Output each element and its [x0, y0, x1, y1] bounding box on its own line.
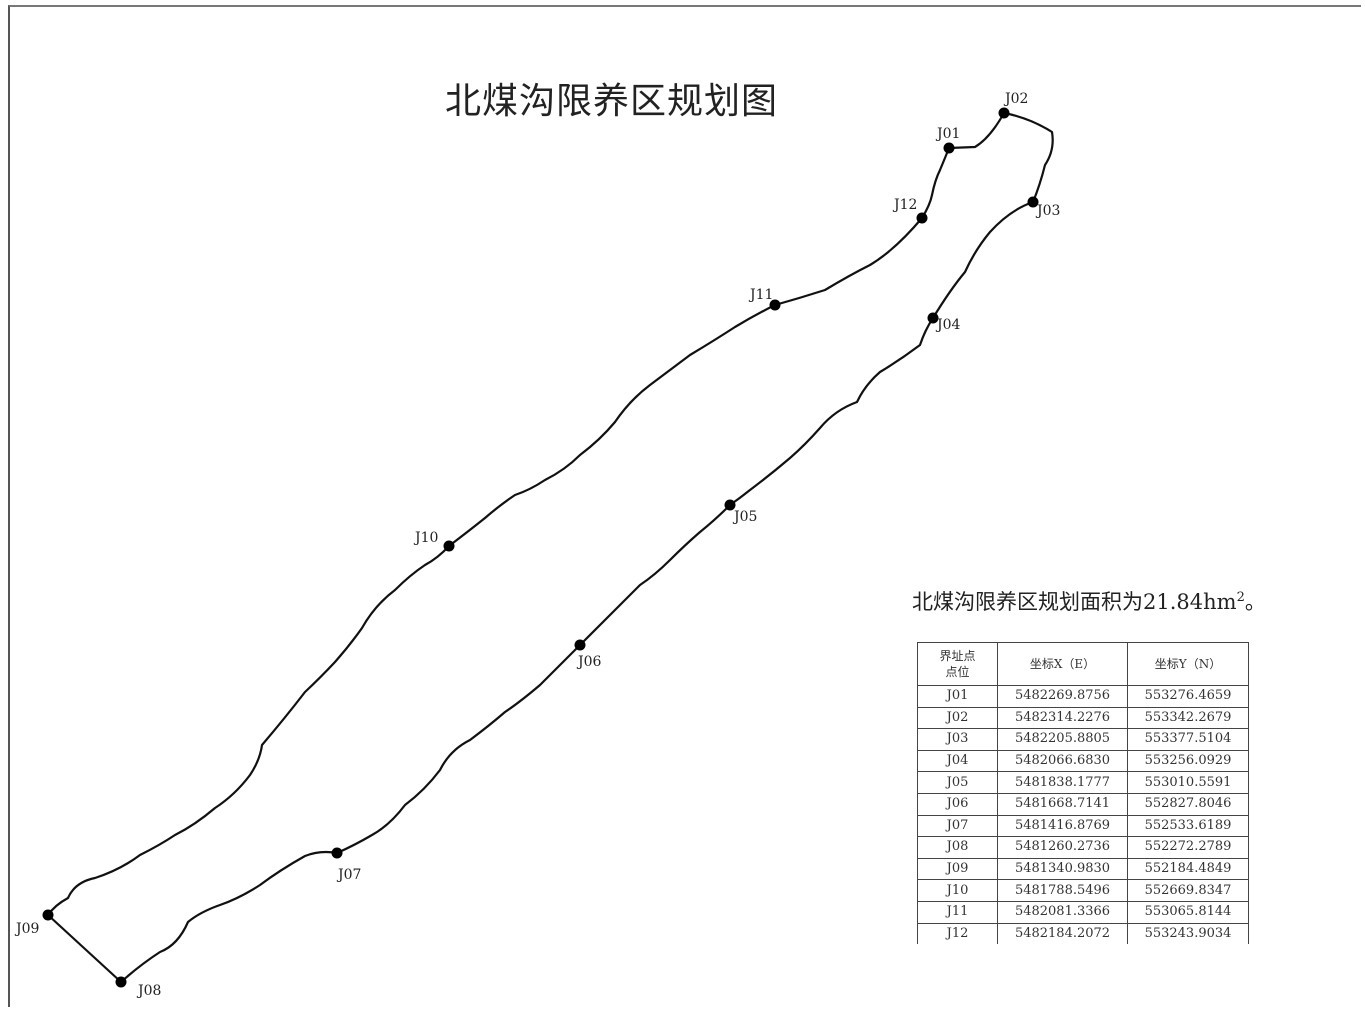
table-row: J10 5481788.5496 552669.8347 [917, 879, 1249, 902]
boundary-line [46, 111, 1054, 984]
header-point-line: 界址点 [939, 649, 976, 663]
cell-y: 552533.6189 [1127, 814, 1249, 838]
table-row: J08 5481260.2736 552272.2789 [917, 836, 1249, 859]
cell-point: J02 [917, 706, 998, 730]
cell-point: J05 [917, 771, 998, 794]
point-label-j04: J04 [935, 317, 961, 333]
cell-x: 5482081.3366 [997, 900, 1128, 924]
table-header-row: 界址点点位 坐标X（E） 坐标Y（N） [917, 642, 1249, 686]
cell-x: 5482205.8805 [997, 728, 1128, 751]
header-point-line: 点位 [945, 665, 970, 679]
cell-y: 553276.4659 [1127, 685, 1249, 708]
cell-point: J10 [917, 879, 998, 902]
cell-x: 5481416.8769 [997, 814, 1128, 838]
table-row: J05 5481838.1777 553010.5591 [917, 771, 1249, 794]
cell-y: 553243.9034 [1127, 922, 1249, 945]
cell-point: J08 [917, 836, 998, 859]
cell-point: J07 [917, 814, 998, 838]
cell-y: 552272.2789 [1127, 836, 1249, 859]
cell-point: J03 [917, 728, 998, 751]
cell-x: 5482314.2276 [997, 706, 1128, 730]
header-y: 坐标Y（N） [1127, 642, 1249, 686]
table-row: J09 5481340.9830 552184.4849 [917, 857, 1249, 881]
area-note-unit: m [1216, 590, 1237, 614]
boundary-point-j10 [443, 540, 455, 552]
cell-x: 5481788.5496 [997, 879, 1128, 902]
cell-x: 5482184.2072 [997, 922, 1128, 945]
table-row: J12 5482184.2072 553243.9034 [917, 922, 1249, 945]
table-row: J02 5482314.2276 553342.2679 [917, 706, 1249, 730]
point-label-j06: J06 [576, 654, 602, 670]
header-point: 界址点 点位 [917, 642, 998, 686]
boundary-point-j09 [42, 909, 54, 921]
table-row: J06 5481668.7141 552827.8046 [917, 792, 1249, 816]
boundary-point-j07 [331, 847, 343, 859]
point-label-j08: J08 [136, 983, 161, 999]
cell-y: 553256.0929 [1127, 749, 1249, 773]
area-note-end: 。 [1244, 590, 1266, 614]
area-note: 北煤沟限养区规划面积为21.84hm2。 [912, 586, 1266, 616]
cell-y: 553377.5104 [1127, 728, 1249, 751]
cell-x: 5481260.2736 [997, 836, 1128, 859]
area-note-text: 北煤沟限养区规划面积为21.84h [912, 590, 1217, 614]
cell-point: J12 [917, 922, 998, 945]
cell-y: 552827.8046 [1127, 792, 1249, 816]
point-label-j03: J03 [1035, 203, 1060, 219]
cell-point: J11 [917, 900, 998, 924]
boundary-point-j06 [574, 639, 586, 651]
point-label-j09: J09 [14, 921, 39, 937]
area-note-superscript: 2 [1236, 590, 1245, 605]
cell-x: 5481340.9830 [997, 857, 1128, 881]
header-x: 坐标X（E） [997, 642, 1128, 686]
boundary-points [42, 107, 1039, 988]
table-row: J03 5482205.8805 553377.5104 [917, 728, 1249, 751]
cell-point: J04 [917, 749, 998, 773]
map-title: 北煤沟限养区规划图 [445, 81, 779, 122]
cell-y: 552184.4849 [1127, 857, 1249, 881]
boundary-point-j03 [1027, 196, 1039, 208]
cell-x: 5482269.8756 [997, 685, 1128, 708]
point-label-j10: J10 [413, 530, 438, 546]
coordinate-table: 界址点点位 坐标X（E） 坐标Y（N） J01 5482269.8756 55327… [917, 642, 1249, 945]
table-row: J04 5482066.6830 553256.0929 [917, 749, 1249, 773]
cell-y: 553065.8144 [1127, 900, 1249, 924]
cell-x: 5481668.7141 [997, 792, 1128, 816]
boundary-point-j11 [769, 299, 781, 311]
boundary-point-j02 [998, 107, 1010, 119]
boundary-point-j05 [724, 499, 736, 511]
cell-point: J09 [917, 857, 998, 881]
cell-point: J01 [917, 685, 998, 708]
cell-y: 553010.5591 [1127, 771, 1249, 794]
cell-x: 5481838.1777 [997, 771, 1128, 794]
point-label-j01: J01 [935, 126, 960, 142]
point-label-j07: J07 [336, 867, 361, 883]
boundary-point-j08 [115, 976, 127, 988]
cell-point: J06 [917, 792, 998, 816]
boundary-point-j04 [927, 312, 939, 324]
point-label-j12: J12 [892, 197, 917, 213]
cell-y: 553342.2679 [1127, 706, 1249, 730]
cell-x: 5482066.6830 [997, 749, 1128, 773]
boundary-point-j12 [916, 212, 928, 224]
table-row: J11 5482081.3366 553065.8144 [917, 900, 1249, 924]
point-label-j05: J05 [732, 509, 757, 525]
boundary-point-j01 [943, 142, 955, 154]
cell-y: 552669.8347 [1127, 879, 1249, 902]
table-row: J01 5482269.8756 553276.4659 [917, 685, 1249, 708]
map-frame [8, 5, 1361, 1007]
point-label-j11: J11 [748, 287, 773, 303]
table-row: J07 5481416.8769 552533.6189 [917, 814, 1249, 838]
point-label-j02: J02 [1003, 91, 1028, 107]
